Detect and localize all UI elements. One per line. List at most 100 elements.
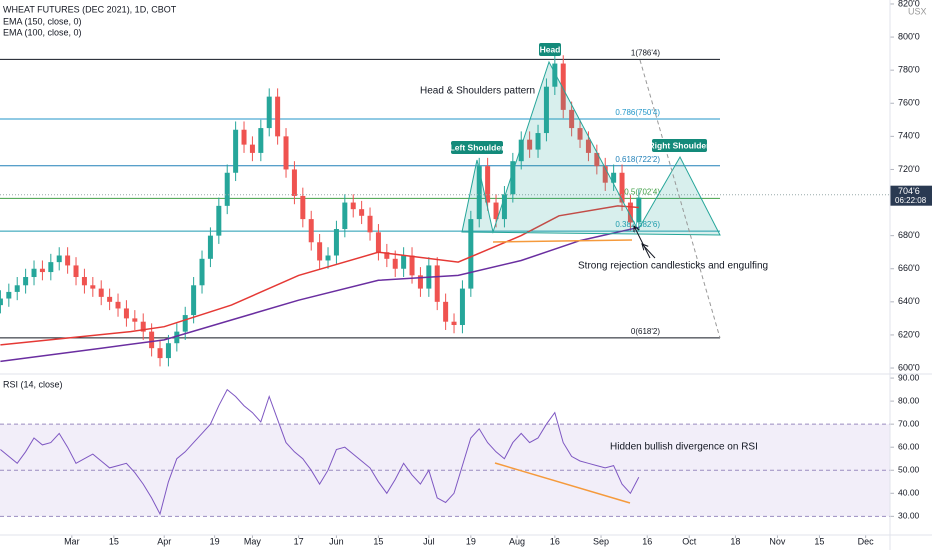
candle-body <box>359 209 365 216</box>
candle-body <box>123 308 129 319</box>
candle-body <box>90 285 96 289</box>
y-tick-label: 780'0 <box>898 65 920 75</box>
candle-body <box>149 331 155 349</box>
ema-line <box>0 205 639 346</box>
candle-body <box>560 63 566 110</box>
x-tick-label: 19 <box>210 536 220 546</box>
pattern-note: Head & Shoulders pattern <box>420 86 535 97</box>
y-tick-label: 740'0 <box>898 131 920 141</box>
last-price: 704'6 <box>898 186 920 196</box>
x-tick-label: Jul <box>423 536 435 546</box>
candle-body <box>107 296 113 302</box>
candle-body <box>258 128 264 153</box>
candle-body <box>434 265 440 302</box>
candle-body <box>191 285 197 316</box>
candle-body <box>527 139 533 150</box>
candle-body <box>543 86 549 134</box>
head-tag: Head <box>540 44 561 54</box>
candle-body <box>6 291 12 299</box>
candle-body <box>627 202 633 223</box>
candle-body <box>459 288 465 326</box>
candle-body <box>594 152 600 167</box>
candle-body <box>552 63 558 87</box>
candle-body <box>611 172 617 183</box>
candle-body <box>535 133 541 150</box>
candle-body <box>233 129 239 173</box>
candle-body <box>384 252 390 259</box>
head-shoulders-shape <box>461 60 721 236</box>
rsi-note: Hidden bullish divergence on RSI <box>610 442 758 453</box>
projection <box>639 59 721 339</box>
candle-body <box>174 331 180 344</box>
candle-body <box>569 109 575 129</box>
candle-body <box>291 169 297 196</box>
candle-body <box>266 96 272 129</box>
candle-body <box>98 288 104 297</box>
x-tick-label: Dec <box>858 536 875 546</box>
left-shoulder-box <box>451 141 503 154</box>
candle-body <box>375 232 381 253</box>
candle-body <box>501 194 507 220</box>
candle-body <box>39 268 45 273</box>
candle-body <box>476 166 482 220</box>
y-tick-label: 640'0 <box>898 296 920 306</box>
candle-body <box>0 298 3 306</box>
candle-body <box>207 235 213 259</box>
x-tick-label: 17 <box>294 536 304 546</box>
x-tick-label: 19 <box>466 536 476 546</box>
candle-body <box>157 348 163 359</box>
y-tick-label: 820'0 <box>898 0 920 8</box>
left-shoulder-tag: Left Shoulder <box>450 142 505 152</box>
fib-label: 0.786(750'4) <box>615 108 660 117</box>
x-tick-label: Sep <box>593 536 609 546</box>
candle-body <box>31 268 37 278</box>
right-shoulder-tag: Right Shoulder <box>649 140 711 150</box>
y-tick-label: 40.00 <box>898 488 920 498</box>
candle-body <box>140 321 146 332</box>
candle-body <box>510 161 516 195</box>
x-tick-label: 15 <box>814 536 824 546</box>
x-tick-label: 16 <box>642 536 652 546</box>
rsi-legend: RSI (14, close) <box>3 379 63 389</box>
y-tick-label: 800'0 <box>898 31 920 41</box>
x-tick-label: Apr <box>157 536 171 546</box>
fib-label: 0(618'2) <box>631 327 660 336</box>
x-tick-label: Aug <box>509 536 525 546</box>
ema-legend: EMA (150, close, 0) <box>3 16 82 26</box>
candle-body <box>56 255 62 263</box>
candle-body <box>48 262 54 273</box>
fib-label: 0.618(722'2) <box>615 155 660 164</box>
candle-body <box>81 277 87 286</box>
candle-body <box>275 96 281 137</box>
candle-body <box>585 139 591 153</box>
x-tick-label: Oct <box>682 536 697 546</box>
y-tick-label: 680'0 <box>898 230 920 240</box>
y-tick-label: 760'0 <box>898 98 920 108</box>
candle-body <box>65 255 71 266</box>
candle-body <box>73 265 79 278</box>
candle-body <box>350 202 356 210</box>
candle-body <box>342 202 348 230</box>
y-tick-label: 600'0 <box>898 362 920 372</box>
ema-line <box>0 226 639 363</box>
candle-body <box>619 172 625 203</box>
candle-body <box>401 255 407 269</box>
candle-body <box>224 172 230 206</box>
candle-body <box>115 301 121 309</box>
candle-body <box>602 166 608 183</box>
candle-body <box>325 255 331 261</box>
candle-body <box>518 139 524 162</box>
x-tick-label: 15 <box>373 536 383 546</box>
candle-body <box>249 144 255 153</box>
candle-body <box>417 275 423 289</box>
x-tick-label: Mar <box>64 536 80 546</box>
y-tick-label: 60.00 <box>898 441 920 451</box>
candle-body <box>468 219 474 289</box>
candle-body <box>367 215 373 233</box>
divergence-line <box>494 462 631 504</box>
candle-body <box>577 128 583 140</box>
candle-body <box>485 166 491 203</box>
candle-body <box>199 258 205 286</box>
candle-body <box>241 129 247 145</box>
